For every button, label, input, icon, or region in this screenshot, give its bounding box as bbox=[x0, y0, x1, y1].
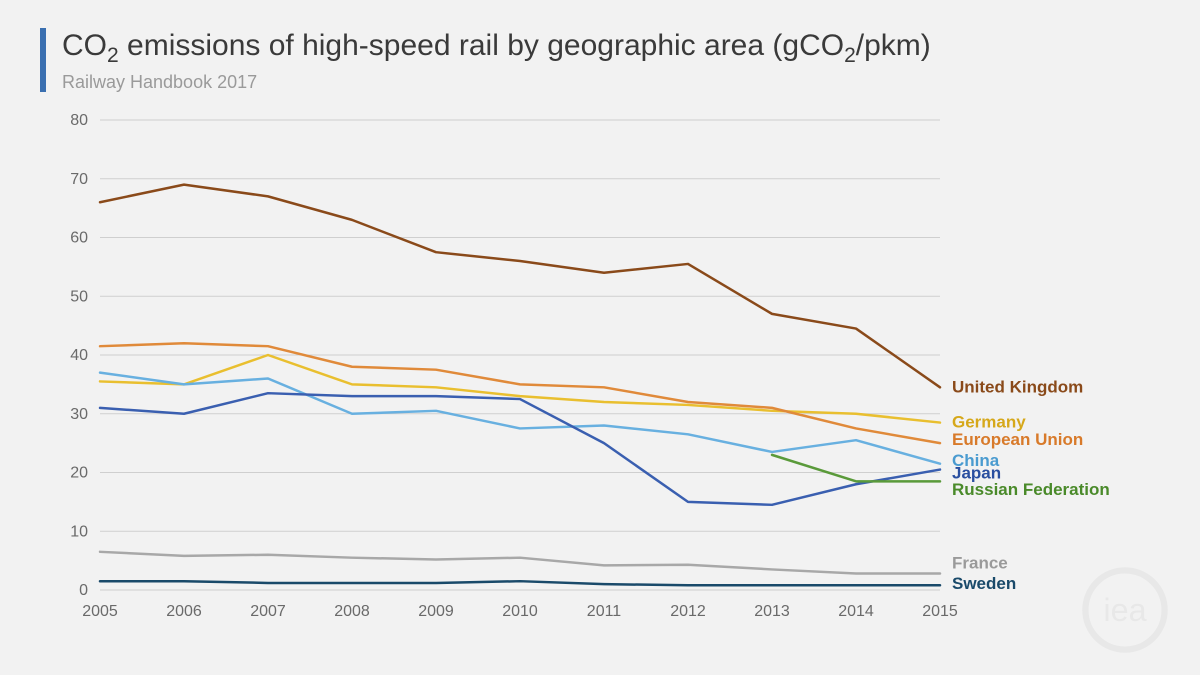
series-line bbox=[100, 393, 940, 505]
y-tick-label: 50 bbox=[70, 288, 88, 305]
series-line bbox=[772, 455, 940, 481]
legend-label: United Kingdom bbox=[952, 377, 1083, 396]
y-tick-label: 0 bbox=[79, 582, 88, 599]
y-tick-label: 60 bbox=[70, 230, 88, 247]
x-tick-label: 2012 bbox=[670, 603, 706, 620]
svg-text:iea: iea bbox=[1103, 592, 1146, 628]
x-tick-label: 2006 bbox=[166, 603, 202, 620]
legend-label: France bbox=[952, 554, 1008, 573]
legend-label: Russian Federation bbox=[952, 480, 1110, 499]
legend-label: Sweden bbox=[952, 574, 1016, 593]
x-tick-label: 2005 bbox=[82, 603, 118, 620]
legend-label: European Union bbox=[952, 430, 1083, 449]
x-tick-label: 2010 bbox=[502, 603, 538, 620]
title-block: CO2 emissions of high-speed rail by geog… bbox=[62, 28, 931, 93]
chart-subtitle: Railway Handbook 2017 bbox=[62, 72, 931, 93]
legend-label: Germany bbox=[952, 413, 1026, 432]
series-line bbox=[100, 581, 940, 585]
chart-header: CO2 emissions of high-speed rail by geog… bbox=[40, 28, 931, 93]
y-tick-label: 30 bbox=[70, 406, 88, 423]
chart-title: CO2 emissions of high-speed rail by geog… bbox=[62, 28, 931, 68]
x-tick-label: 2009 bbox=[418, 603, 454, 620]
y-tick-label: 70 bbox=[70, 171, 88, 188]
iea-logo: iea bbox=[1080, 565, 1170, 655]
x-tick-label: 2015 bbox=[922, 603, 958, 620]
x-tick-label: 2014 bbox=[838, 603, 874, 620]
y-tick-label: 10 bbox=[70, 523, 88, 540]
y-tick-label: 20 bbox=[70, 465, 88, 482]
x-tick-label: 2008 bbox=[334, 603, 370, 620]
x-tick-label: 2013 bbox=[754, 603, 790, 620]
series-line bbox=[100, 355, 940, 423]
chart-svg: 0 10 20 30 40 50 60 70 80 2005 2006 2007 2008 2009 201… bbox=[40, 110, 1160, 650]
x-tick-label: 2007 bbox=[250, 603, 286, 620]
line-chart: 0 10 20 30 40 50 60 70 80 2005 2006 2007 2008 2009 201… bbox=[40, 110, 1160, 660]
x-tick-label: 2011 bbox=[587, 603, 622, 620]
accent-bar bbox=[40, 28, 46, 92]
series-line bbox=[100, 185, 940, 388]
y-tick-label: 40 bbox=[70, 347, 88, 364]
y-tick-label: 80 bbox=[70, 112, 88, 129]
series-line bbox=[100, 552, 940, 574]
